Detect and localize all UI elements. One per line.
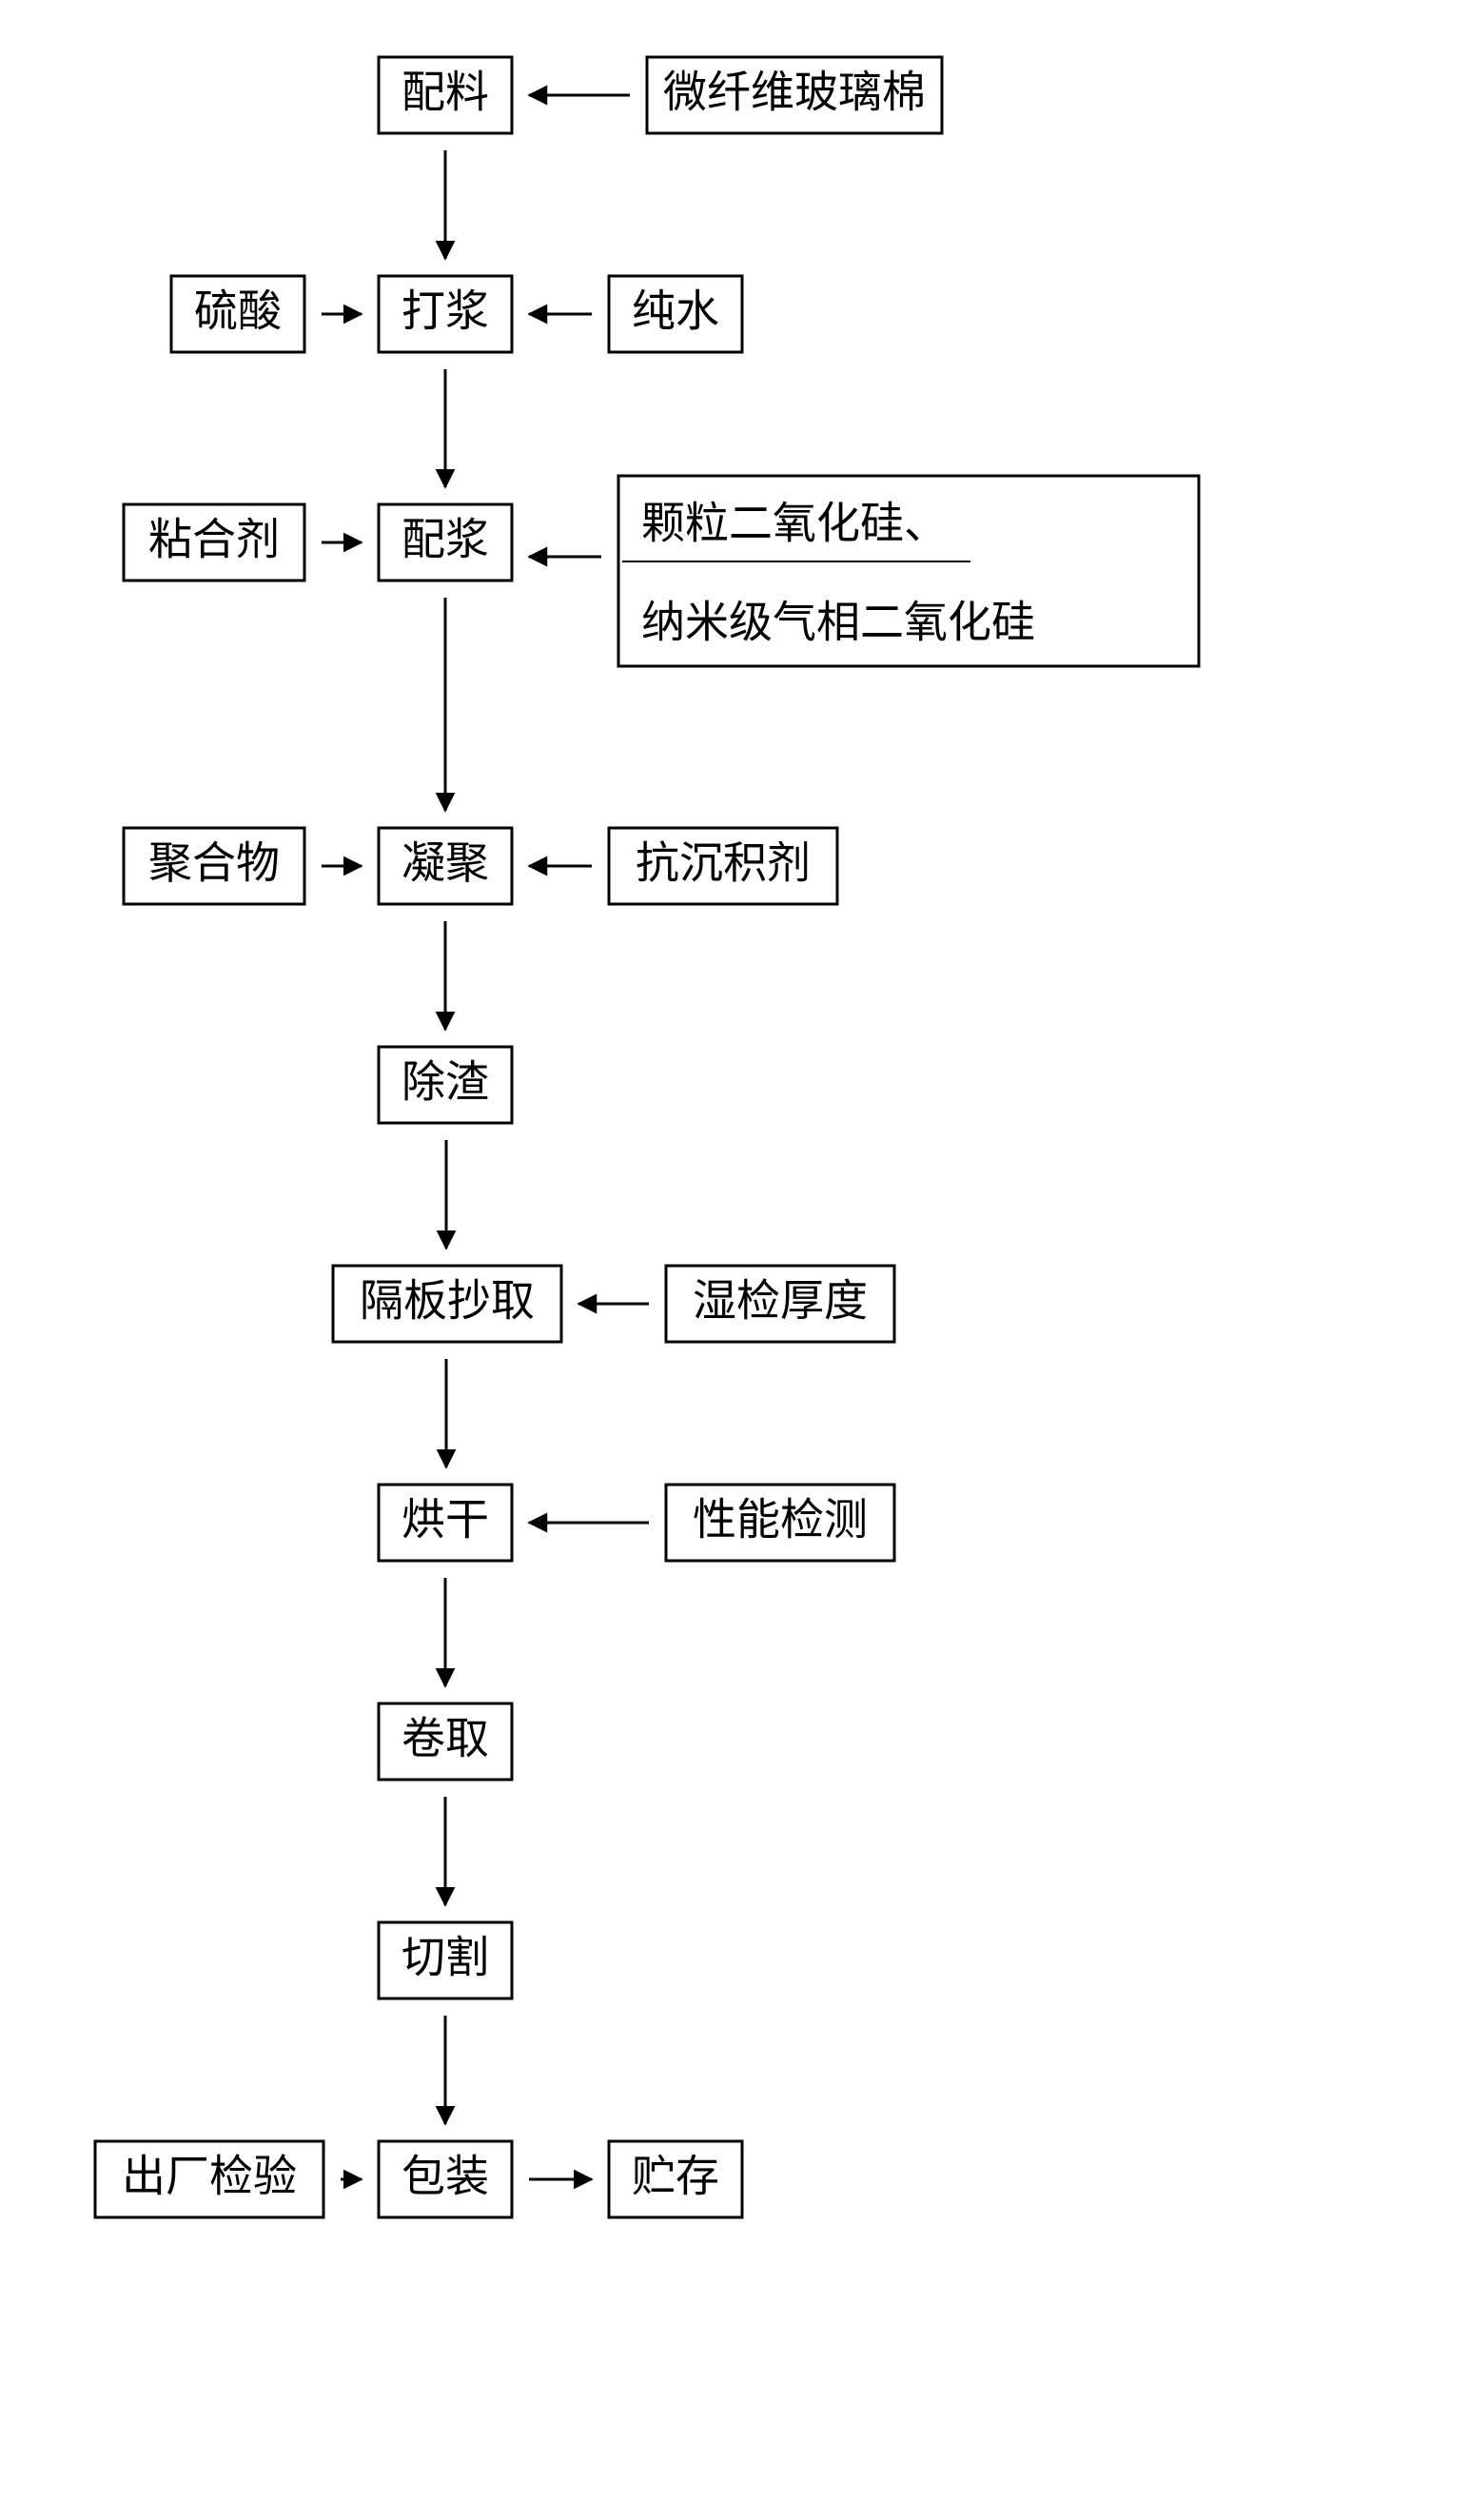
node-shijian: 湿检厚度 [666,1266,894,1342]
node-chunshui: 纯水 [609,276,742,352]
node-label: 性能检测 [693,1496,868,1545]
node-geban: 隔板抄取 [333,1266,561,1342]
node-qiege: 切割 [379,1922,512,1998]
node-label: 卷取 [402,1715,489,1763]
node-label: 粘合剂 [148,516,280,564]
node-label: 微纤维玻璃棉 [663,69,926,117]
node-baozhuang: 包装 [379,2141,512,2217]
node-kangchen: 抗沉积剂 [609,828,837,904]
node-label: 硫酸 [194,287,282,336]
node-peiliao: 配料 [379,57,512,133]
node-peijiang: 配浆 [379,504,512,581]
node-label: 湿检厚度 [693,1277,868,1326]
node-label: 配浆 [402,516,489,564]
node-label: 配料 [402,69,489,117]
node-weixianwei: 微纤维玻璃棉 [647,57,942,133]
node-label: 烘干 [402,1496,489,1545]
node-label: 打浆 [402,287,489,336]
node-juanqu: 卷取 [379,1703,512,1780]
node-label: 聚合物 [148,839,280,888]
node-liusuan: 硫酸 [171,276,304,352]
node-label: 贮存 [632,2153,719,2201]
node-label: 颗粒二氧化硅、 [641,500,948,548]
node-label: 切割 [402,1934,489,1982]
node-ningju: 凝聚 [379,828,512,904]
node-label: 抗沉积剂 [636,839,811,888]
node-xingneng: 性能检测 [666,1485,894,1561]
node-chuzha: 除渣 [379,1047,512,1123]
node-juhewu: 聚合物 [124,828,304,904]
node-label: 出厂检验 [122,2153,297,2201]
node-honggan: 烘干 [379,1485,512,1561]
node-zhucun: 贮存 [609,2141,742,2217]
node-label: 凝聚 [402,839,489,888]
node-chuchang: 出厂检验 [95,2141,323,2217]
node-keli: 颗粒二氧化硅、纳米级气相二氧化硅 [618,476,1199,666]
node-dajang: 打浆 [379,276,512,352]
node-label: 纯水 [632,287,719,336]
node-nianheji: 粘合剂 [124,504,304,581]
node-label: 除渣 [402,1058,489,1107]
node-label: 隔板抄取 [360,1277,535,1326]
node-label: 纳米级气相二氧化硅 [641,599,1035,647]
node-label: 包装 [402,2153,489,2201]
flowchart-canvas: 配料 微纤维玻璃棉硫酸 打浆 纯水粘合剂 配浆 颗粒二氧化硅、纳米级气相二氧化硅聚合物 凝聚… [0,0,1469,2520]
